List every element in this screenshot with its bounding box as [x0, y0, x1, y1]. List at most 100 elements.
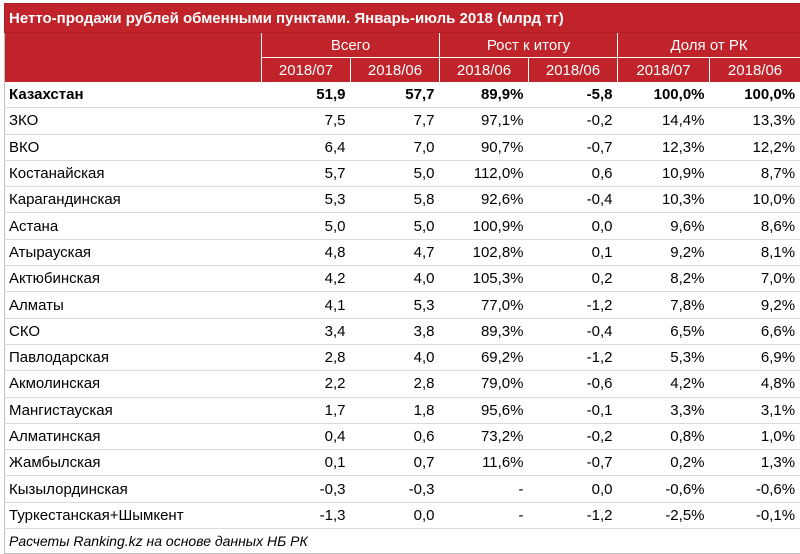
value-cell: 6,5% — [618, 318, 710, 344]
region-name: Алматинская — [5, 423, 262, 449]
value-cell: -2,5% — [618, 502, 710, 528]
value-cell: 89,9% — [440, 82, 529, 108]
value-cell: - — [440, 502, 529, 528]
value-cell: 3,4 — [262, 318, 351, 344]
value-cell: -1,2 — [529, 344, 618, 370]
table-container: Нетто-продажи рублей обменными пунктами.… — [4, 3, 800, 538]
value-cell: - — [440, 476, 529, 502]
region-name: Туркестанская+Шымкент — [5, 502, 262, 528]
value-cell: -0,2 — [529, 423, 618, 449]
value-cell: -0,6% — [618, 476, 710, 502]
value-cell: 5,0 — [351, 160, 440, 186]
value-cell: 6,4 — [262, 134, 351, 160]
value-cell: 0,4 — [262, 423, 351, 449]
footnote: Расчеты Ranking.kz на основе данных НБ Р… — [5, 529, 800, 554]
table-row: Кызылординская-0,3-0,3-0,0-0,6%-0,6% — [5, 476, 800, 502]
value-cell: 73,2% — [440, 423, 529, 449]
region-name: Павлодарская — [5, 344, 262, 370]
value-cell: 5,0 — [262, 213, 351, 239]
value-cell: 5,8 — [351, 187, 440, 213]
value-cell: -0,3 — [351, 476, 440, 502]
value-cell: 0,2 — [529, 266, 618, 292]
value-cell: -0,2 — [529, 108, 618, 134]
value-cell: 4,7 — [351, 239, 440, 265]
value-cell: 12,3% — [618, 134, 710, 160]
value-cell: 4,8% — [710, 371, 800, 397]
value-cell: 8,1% — [710, 239, 800, 265]
value-cell: 0,7 — [351, 450, 440, 476]
value-cell: 0,8% — [618, 423, 710, 449]
value-cell: 9,2% — [710, 292, 800, 318]
value-cell: 0,6 — [351, 423, 440, 449]
value-cell: -0,3 — [262, 476, 351, 502]
value-cell: 5,3 — [262, 187, 351, 213]
value-cell: 2,8 — [262, 344, 351, 370]
value-cell: 89,3% — [440, 318, 529, 344]
value-cell: 3,1% — [710, 397, 800, 423]
value-cell: 13,3% — [710, 108, 800, 134]
value-cell: 0,1 — [529, 239, 618, 265]
value-cell: 4,0 — [351, 266, 440, 292]
region-name: Алматы — [5, 292, 262, 318]
value-cell: 2,8 — [351, 371, 440, 397]
value-cell: 7,0% — [710, 266, 800, 292]
value-cell: 105,3% — [440, 266, 529, 292]
value-cell: 7,7 — [351, 108, 440, 134]
value-cell: 9,6% — [618, 213, 710, 239]
value-cell: -1,2 — [529, 292, 618, 318]
value-cell: -0,1% — [710, 502, 800, 528]
data-table: Нетто-продажи рублей обменными пунктами.… — [4, 3, 800, 554]
value-cell: 5,3% — [618, 344, 710, 370]
value-cell: 90,7% — [440, 134, 529, 160]
value-cell: -1,3 — [262, 502, 351, 528]
region-name: Актюбинская — [5, 266, 262, 292]
value-cell: 4,0 — [351, 344, 440, 370]
value-cell: 7,0 — [351, 134, 440, 160]
region-name: ВКО — [5, 134, 262, 160]
sub-header-cell: 2018/06 — [440, 58, 529, 83]
group-header-share: Доля от РК — [618, 33, 800, 58]
value-cell: 7,5 — [262, 108, 351, 134]
region-name: Атырауская — [5, 239, 262, 265]
value-cell: 10,9% — [618, 160, 710, 186]
value-cell: 8,2% — [618, 266, 710, 292]
sub-header-cell: 2018/06 — [710, 58, 800, 83]
value-cell: 0,0 — [529, 476, 618, 502]
title-row: Нетто-продажи рублей обменными пунктами.… — [5, 4, 800, 33]
value-cell: 92,6% — [440, 187, 529, 213]
value-cell: 6,9% — [710, 344, 800, 370]
value-cell: -0,1 — [529, 397, 618, 423]
value-cell: 0,6 — [529, 160, 618, 186]
sub-header-cell: 2018/06 — [529, 58, 618, 83]
value-cell: 6,6% — [710, 318, 800, 344]
value-cell: -0,4 — [529, 318, 618, 344]
region-name: СКО — [5, 318, 262, 344]
value-cell: 5,3 — [351, 292, 440, 318]
region-name: Кызылординская — [5, 476, 262, 502]
region-name: ЗКО — [5, 108, 262, 134]
region-name: Жамбылская — [5, 450, 262, 476]
value-cell: 1,0% — [710, 423, 800, 449]
value-cell: 1,8 — [351, 397, 440, 423]
value-cell: 5,7 — [262, 160, 351, 186]
region-name: Казахстан — [5, 82, 262, 108]
value-cell: 2,2 — [262, 371, 351, 397]
value-cell: -0,7 — [529, 134, 618, 160]
value-cell: -1,2 — [529, 502, 618, 528]
value-cell: -0,6% — [710, 476, 800, 502]
value-cell: 4,2 — [262, 266, 351, 292]
group-header-growth: Рост к итогу — [440, 33, 618, 58]
value-cell: 79,0% — [440, 371, 529, 397]
value-cell: 100,9% — [440, 213, 529, 239]
value-cell: -0,7 — [529, 450, 618, 476]
